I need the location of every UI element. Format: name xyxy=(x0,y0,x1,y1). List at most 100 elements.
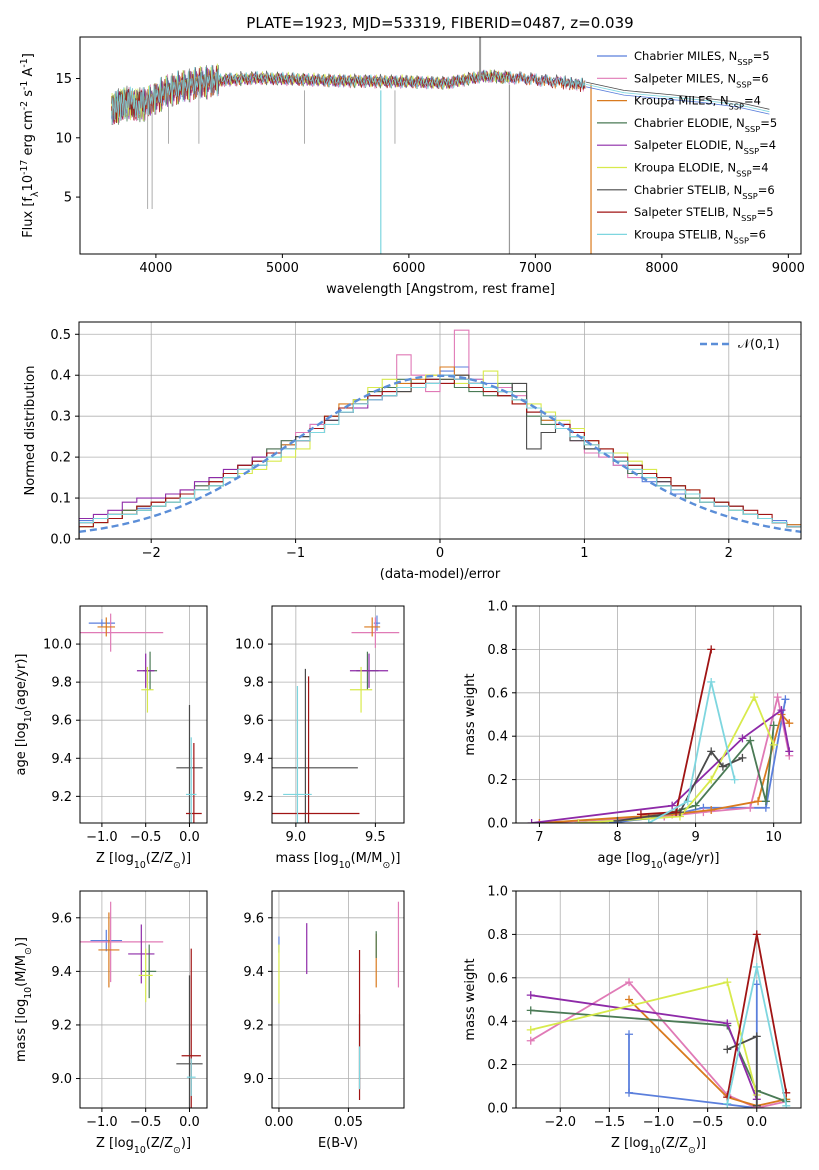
spectrum-tail xyxy=(585,84,770,113)
chart-panel-2: 𝒩(0,1) −2 −1 0 1 2 0.0 0.1 0.2 0.3 0.4 0.5 (data-mod… xyxy=(23,321,802,582)
plus-marker xyxy=(718,762,727,771)
plus-marker xyxy=(672,808,681,817)
x-tick-label: −2 xyxy=(142,546,161,561)
y-tick-label: 9.2 xyxy=(243,790,264,805)
plot-area xyxy=(527,645,794,823)
plus-marker xyxy=(761,797,770,806)
plus-marker xyxy=(754,797,763,806)
plus-marker xyxy=(707,747,716,756)
plus-marker xyxy=(723,1099,732,1108)
error-point xyxy=(283,685,312,823)
x-tick-label: −0.5 xyxy=(692,1115,724,1130)
y-tick-label: 5 xyxy=(64,191,72,206)
plus-marker xyxy=(752,1032,761,1041)
x-tick-label: −1.5 xyxy=(594,1115,626,1130)
x-tick-label: 0.05 xyxy=(334,1115,363,1130)
y-tick-label: 9.4 xyxy=(243,965,264,980)
x-tick-label: 0 xyxy=(436,546,444,561)
chart-panel-1: Chabrier MILES, NSSP=5 Salpeter MILES, NS… xyxy=(19,36,805,297)
plus-marker xyxy=(683,797,692,806)
y-tick-label: 9.6 xyxy=(51,911,72,926)
error-point xyxy=(136,653,155,688)
y-tick-label: 1.0 xyxy=(487,885,508,900)
chart-panel-7: 0.00 0.05 9.0 9.2 9.4 9.6 E(B-V) xyxy=(243,890,405,1151)
axes-frame xyxy=(271,890,405,1109)
x-tick-label: 4000 xyxy=(139,261,172,276)
y-tick-label: 0.0 xyxy=(50,533,71,548)
y-tick-label: 9.0 xyxy=(51,1072,72,1087)
plot-area xyxy=(80,613,203,823)
error-point xyxy=(351,617,400,648)
y-tick-label: 0.6 xyxy=(487,971,508,986)
error-point xyxy=(349,653,389,688)
y-axis-label: Normed distribution xyxy=(23,366,38,496)
x-tick-label: −2.0 xyxy=(544,1115,576,1130)
spectrum-tail xyxy=(585,81,770,110)
y-tick-label: 9.0 xyxy=(243,1072,264,1087)
spectrum-tail xyxy=(585,86,770,115)
y-tick-label: 1.0 xyxy=(487,600,508,615)
legend: Chabrier MILES, NSSP=5 Salpeter MILES, NS… xyxy=(597,49,777,245)
x-tick-label: 0.0 xyxy=(179,1115,200,1130)
plus-marker xyxy=(746,736,755,745)
x-tick-label: 9000 xyxy=(772,261,805,276)
plus-marker xyxy=(769,740,778,749)
plus-marker xyxy=(625,995,634,1004)
plus-marker xyxy=(707,775,716,784)
chart-panel-6: −1.0 −0.5 0.0 9.0 9.2 9.4 9.6 Z [log10(Z/Z⊙)] ma… xyxy=(14,890,208,1156)
plus-marker xyxy=(723,1019,732,1028)
weight-line xyxy=(539,696,791,823)
x-tick-label: 2 xyxy=(725,546,733,561)
y-tick-label: 0.4 xyxy=(487,730,508,745)
legend-label: Chabrier STELIB, NSSP=6 xyxy=(634,183,775,201)
x-axis-label: E(B-V) xyxy=(318,1136,358,1151)
x-tick-label: −0.5 xyxy=(130,830,162,845)
x-tick-label: −0.5 xyxy=(130,1115,162,1130)
plot-area xyxy=(272,615,400,823)
plus-marker xyxy=(625,1088,634,1097)
x-tick-label: 0.0 xyxy=(179,830,200,845)
y-axis-label: mass weight xyxy=(463,958,478,1040)
x-axis-label: Z [log10(Z/Z⊙)] xyxy=(611,1136,706,1156)
y-tick-label: 0.8 xyxy=(487,928,508,943)
plus-marker xyxy=(781,695,790,704)
error-point xyxy=(142,944,157,999)
x-tick-label: 0.0 xyxy=(746,1115,767,1130)
plus-marker xyxy=(625,978,634,987)
weight-line xyxy=(628,998,787,1107)
x-tick-label: 0.00 xyxy=(264,1115,293,1130)
y-tick-label: 15 xyxy=(55,72,72,87)
y-axis-label: Flux [fλ10-17 erg cm-2 s-1 A-1] xyxy=(19,53,41,238)
plot-area xyxy=(80,901,203,1108)
y-tick-label: 9.4 xyxy=(51,965,72,980)
x-tick-label: 8 xyxy=(613,830,621,845)
x-tick-label: −1.0 xyxy=(643,1115,675,1130)
y-tick-label: 10 xyxy=(55,131,72,146)
plus-marker xyxy=(668,801,677,810)
y-axis-label: mass [log10(M/M⊙)] xyxy=(14,937,34,1062)
error-point xyxy=(80,613,164,652)
plot-area xyxy=(526,930,791,1108)
legend-label: Salpeter ELODIE, NSSP=4 xyxy=(634,138,776,156)
error-point xyxy=(181,948,201,1108)
y-tick-label: 0.6 xyxy=(487,686,508,701)
x-tick-label: −1.0 xyxy=(86,830,118,845)
plus-marker xyxy=(773,693,782,702)
legend-label: Salpeter STELIB, NSSP=5 xyxy=(634,205,774,223)
plus-marker xyxy=(526,1036,535,1045)
legend-label: Chabrier MILES, NSSP=5 xyxy=(634,49,770,67)
error-point xyxy=(80,901,164,983)
plus-marker xyxy=(752,930,761,939)
chart-panel-5: 7 8 9 10 0.0 0.2 0.4 0.6 0.8 1.0 age [log10(age/yr… xyxy=(463,600,802,871)
y-tick-label: 9.6 xyxy=(51,714,72,729)
plus-marker xyxy=(785,719,794,728)
plus-marker xyxy=(526,1006,535,1015)
axes-frame xyxy=(515,605,802,824)
error-point xyxy=(272,676,360,823)
y-tick-label: 10.0 xyxy=(43,638,72,653)
spectrum-line xyxy=(111,64,586,125)
weight-line xyxy=(648,681,736,823)
y-tick-label: 10.0 xyxy=(235,638,264,653)
y-axis-label: age [log10(age/yr)] xyxy=(14,654,34,776)
